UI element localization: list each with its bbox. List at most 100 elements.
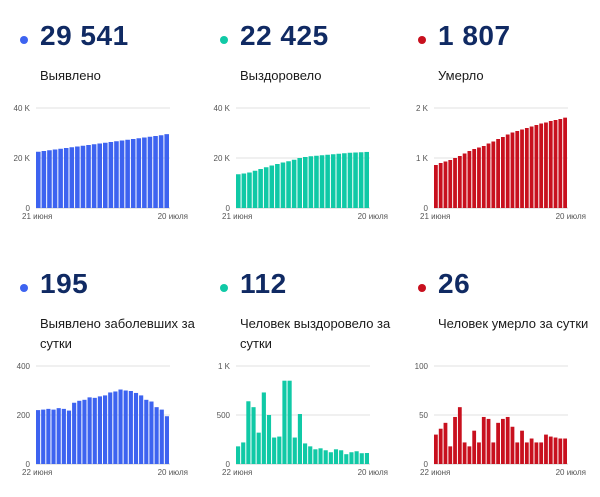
- bar: [119, 140, 125, 208]
- bar: [125, 139, 130, 208]
- bar: [529, 126, 534, 208]
- stat-label: Выздоровело: [240, 68, 322, 83]
- bar: [103, 142, 108, 208]
- bar: [136, 138, 142, 208]
- bar: [353, 152, 358, 208]
- bar: [443, 161, 448, 208]
- bar: [247, 172, 252, 208]
- bar: [443, 422, 448, 464]
- bar: [47, 150, 52, 208]
- bar: [349, 452, 354, 464]
- bar: [318, 448, 323, 464]
- bar: [553, 120, 558, 208]
- bar: [97, 143, 102, 208]
- bar: [251, 407, 256, 464]
- x-tick-label: 22 июня: [420, 468, 450, 477]
- bar: [563, 117, 567, 208]
- series-dot: [20, 284, 28, 292]
- bar: [314, 155, 319, 208]
- bar: [505, 134, 510, 208]
- series-dot: [20, 36, 28, 44]
- bar: [524, 442, 529, 464]
- bar: [258, 169, 263, 208]
- bar: [354, 451, 359, 464]
- bar: [339, 450, 344, 464]
- bar: [303, 443, 308, 464]
- x-tick-label: 20 июля: [358, 212, 388, 221]
- bar: [164, 134, 169, 208]
- bar: [336, 153, 342, 208]
- y-tick-label: 0: [424, 204, 429, 213]
- bar: [510, 132, 515, 208]
- bar: [347, 152, 353, 208]
- bar: [77, 400, 82, 464]
- bar: [308, 156, 314, 208]
- bar: [539, 442, 544, 464]
- bar: [241, 173, 247, 208]
- x-tick-label: 21 июня: [22, 212, 52, 221]
- stat-label: Человек умерло за сутки: [438, 316, 589, 331]
- bar-chart: 0 1 K 2 K 21 июня 20 июля: [416, 104, 586, 221]
- bar: [256, 432, 261, 464]
- bar: [486, 418, 491, 464]
- bar: [236, 174, 241, 208]
- bar: [501, 137, 505, 208]
- bar: [246, 401, 251, 464]
- bar: [236, 446, 241, 464]
- bar: [496, 422, 500, 464]
- y-tick-label: 50: [419, 411, 428, 420]
- bar: [153, 136, 158, 208]
- y-tick-label: 20 K: [14, 154, 31, 163]
- bar: [520, 129, 524, 208]
- x-tick-label: 22 июня: [22, 468, 52, 477]
- bar: [103, 395, 108, 464]
- stat-value: 26: [438, 268, 471, 299]
- y-tick-label: 0: [26, 460, 31, 469]
- y-tick-label: 2 K: [416, 104, 429, 113]
- bar: [66, 410, 72, 464]
- bar: [434, 434, 438, 464]
- bar: [481, 146, 486, 208]
- bar: [272, 437, 277, 464]
- bar: [520, 430, 524, 464]
- bar: [69, 147, 75, 208]
- bar: [344, 454, 349, 464]
- bar: [158, 135, 164, 208]
- bar: [130, 139, 136, 208]
- bar: [364, 453, 369, 464]
- panel-recovered: 22 425 Выздоровело 0 20 K 40 K 21 июня 20 июля: [200, 0, 390, 240]
- bar: [51, 409, 56, 464]
- bar-chart: 0 20 K 40 K 21 июня 20 июля: [14, 104, 188, 221]
- bar: [491, 141, 496, 208]
- bar: [558, 438, 563, 464]
- bar: [467, 151, 472, 208]
- stat-label: Человек выздоровело за сутки: [240, 316, 391, 351]
- bar: [434, 165, 438, 208]
- bar: [108, 392, 113, 464]
- bar: [282, 380, 287, 464]
- bar: [280, 162, 286, 208]
- bar: [453, 416, 457, 464]
- bar: [558, 119, 563, 208]
- bar-chart: 0 500 1 K 22 июня 20 июля: [217, 362, 388, 477]
- bar: [82, 399, 87, 464]
- x-tick-label: 22 июня: [222, 468, 252, 477]
- bar: [61, 408, 66, 465]
- bar: [56, 408, 61, 464]
- bar: [462, 153, 467, 208]
- bar: [330, 154, 336, 208]
- bar: [457, 156, 462, 208]
- bar: [118, 389, 123, 464]
- series-dot: [220, 284, 228, 292]
- bar: [72, 402, 77, 464]
- bar: [52, 149, 58, 208]
- bar: [91, 144, 97, 208]
- x-tick-label: 20 июля: [158, 468, 188, 477]
- bar: [149, 401, 154, 464]
- panel-deaths: 1 807 Умерло 0 1 K 2 K 21 июня 20 июля: [398, 0, 588, 240]
- x-tick-label: 20 июля: [158, 212, 188, 221]
- bar: [92, 397, 97, 464]
- bar: [553, 437, 558, 464]
- bar: [128, 390, 133, 464]
- x-tick-label: 20 июля: [556, 212, 586, 221]
